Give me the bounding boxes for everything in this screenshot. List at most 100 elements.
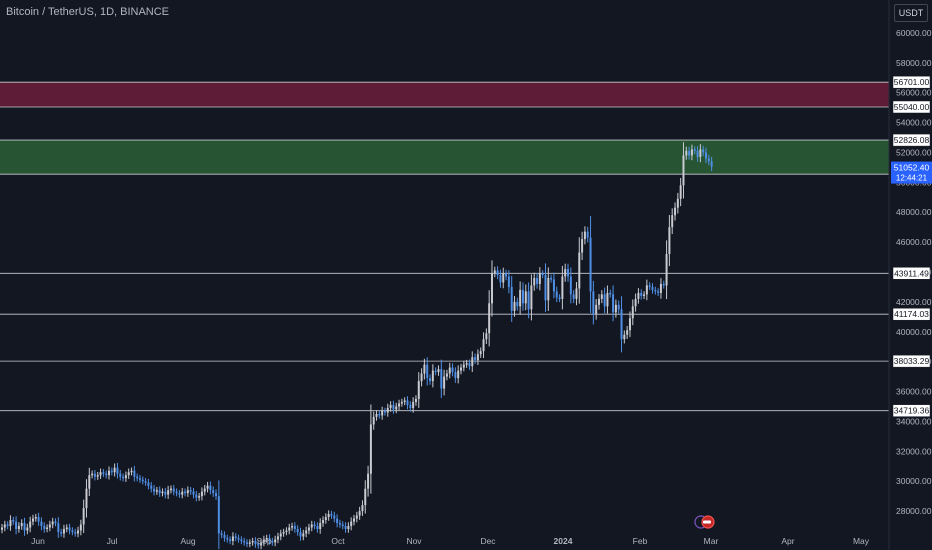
candle: [299, 532, 302, 537]
candle: [550, 277, 553, 280]
candle: [251, 540, 254, 543]
candle: [217, 496, 220, 534]
candle: [333, 515, 336, 519]
candle: [372, 416, 375, 425]
candle: [215, 493, 218, 497]
price-zones: [0, 82, 889, 175]
candle: [364, 488, 367, 506]
candle: [31, 518, 34, 522]
candle: [702, 149, 705, 153]
candle: [43, 526, 46, 530]
candle: [569, 276, 572, 295]
candle: [296, 529, 299, 532]
candle: [536, 277, 539, 284]
price-tick-label: 32000.00: [896, 446, 932, 456]
candle: [654, 289, 657, 292]
candle: [392, 404, 395, 410]
candle: [665, 254, 668, 286]
candle: [181, 491, 184, 495]
candle: [234, 536, 237, 538]
candle: [403, 400, 406, 402]
candle: [313, 524, 316, 527]
candle: [195, 494, 198, 498]
candle: [597, 298, 600, 305]
candle: [344, 526, 347, 530]
candle: [82, 508, 85, 525]
candle: [682, 155, 685, 186]
candle: [502, 273, 505, 283]
candle: [434, 370, 437, 373]
candle: [383, 410, 386, 413]
candle: [485, 333, 488, 340]
candle: [510, 286, 513, 311]
level-label: 52826.08: [894, 135, 930, 145]
candle: [561, 276, 564, 299]
candle: [583, 231, 586, 240]
event-marker-icon[interactable]: [694, 515, 715, 529]
candle: [493, 270, 496, 274]
candle: [626, 330, 629, 335]
candle: [471, 357, 474, 367]
candle: [581, 239, 584, 253]
candle: [220, 533, 223, 535]
candle: [685, 150, 688, 156]
candle: [144, 481, 147, 483]
candle: [200, 491, 203, 497]
candle: [651, 286, 654, 290]
candle: [552, 279, 555, 292]
candle: [350, 521, 353, 527]
candle: [302, 533, 305, 537]
candle: [305, 530, 308, 534]
candle: [147, 482, 150, 486]
candle: [507, 276, 510, 287]
candle: [319, 523, 322, 530]
candle: [141, 479, 144, 482]
current-price-box: [891, 161, 932, 184]
level-label: 43911.49: [894, 268, 929, 278]
candle: [643, 294, 646, 296]
candle: [341, 524, 344, 527]
candle: [578, 252, 581, 289]
candle: [248, 542, 251, 544]
candle: [558, 297, 561, 299]
support-zone: [0, 140, 889, 175]
candle: [231, 536, 234, 541]
candle: [164, 491, 167, 495]
candle: [606, 292, 609, 307]
event-marker-glyph: [703, 520, 711, 524]
candle: [153, 488, 156, 492]
price-tick-label: 58000.00: [896, 58, 932, 68]
candle: [37, 517, 40, 522]
candle: [327, 514, 330, 518]
candle: [110, 470, 113, 473]
candle: [530, 285, 533, 310]
candle: [158, 490, 161, 494]
candle: [679, 185, 682, 199]
candle: [93, 473, 96, 477]
candle: [614, 304, 617, 313]
candle: [79, 524, 82, 531]
candle: [395, 406, 398, 410]
candle: [699, 149, 702, 157]
candle: [54, 521, 57, 524]
candle: [102, 472, 105, 474]
candle: [367, 473, 370, 489]
candle: [46, 527, 49, 530]
time-tick-label: Jun: [31, 536, 45, 546]
candle: [271, 540, 274, 543]
symbol-title: Bitcoin / TetherUS, 1D, BINANCE: [6, 6, 170, 18]
candle: [603, 294, 606, 307]
currency-button[interactable]: USDT: [894, 4, 928, 22]
time-tick-label: Mar: [704, 536, 719, 546]
candle: [265, 537, 268, 540]
candle: [113, 467, 116, 473]
price-countdown: 12:44:21: [896, 174, 928, 183]
candle: [499, 274, 502, 283]
candle: [65, 527, 68, 530]
candle: [17, 526, 20, 530]
candle: [482, 339, 485, 352]
candle: [127, 472, 130, 476]
candle: [330, 514, 333, 516]
candle: [448, 367, 451, 374]
